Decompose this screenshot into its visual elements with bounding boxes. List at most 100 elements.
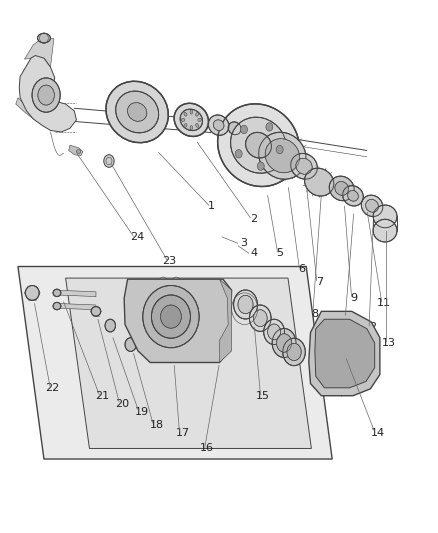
Ellipse shape (228, 122, 240, 135)
Polygon shape (124, 279, 231, 362)
Ellipse shape (286, 343, 300, 361)
Circle shape (240, 125, 247, 134)
Polygon shape (65, 278, 311, 448)
Text: 17: 17 (175, 427, 189, 438)
Ellipse shape (106, 81, 168, 143)
Ellipse shape (38, 85, 54, 105)
Ellipse shape (372, 205, 396, 228)
Text: 9: 9 (350, 293, 357, 303)
Ellipse shape (76, 150, 81, 154)
Ellipse shape (174, 103, 208, 136)
Polygon shape (308, 311, 379, 395)
Text: 20: 20 (115, 399, 129, 409)
Text: 19: 19 (134, 407, 148, 417)
Ellipse shape (290, 154, 317, 179)
Ellipse shape (360, 195, 382, 216)
Ellipse shape (347, 190, 357, 201)
Ellipse shape (304, 168, 333, 196)
Polygon shape (68, 145, 83, 156)
Ellipse shape (180, 109, 202, 131)
Ellipse shape (195, 124, 198, 127)
Ellipse shape (365, 199, 378, 212)
Circle shape (171, 277, 180, 288)
Ellipse shape (190, 126, 192, 130)
Ellipse shape (245, 132, 271, 158)
Ellipse shape (160, 305, 181, 328)
Ellipse shape (372, 219, 396, 242)
Circle shape (159, 277, 167, 288)
Ellipse shape (217, 104, 299, 187)
Text: 3: 3 (239, 238, 246, 248)
Text: 14: 14 (370, 427, 384, 438)
Ellipse shape (295, 158, 311, 174)
Ellipse shape (258, 132, 305, 179)
Ellipse shape (230, 117, 286, 173)
Ellipse shape (190, 110, 192, 114)
Ellipse shape (127, 102, 146, 122)
Text: 11: 11 (376, 298, 390, 309)
Ellipse shape (249, 305, 270, 332)
Ellipse shape (272, 328, 295, 358)
Ellipse shape (198, 118, 201, 122)
Circle shape (219, 290, 226, 298)
Ellipse shape (208, 115, 229, 135)
Polygon shape (57, 303, 96, 310)
Polygon shape (19, 55, 76, 132)
Circle shape (257, 162, 264, 171)
Text: 16: 16 (199, 443, 213, 454)
Text: 24: 24 (130, 232, 144, 243)
Ellipse shape (184, 124, 187, 127)
Text: 15: 15 (255, 391, 269, 401)
Ellipse shape (265, 139, 299, 173)
Ellipse shape (342, 185, 363, 206)
Text: 12: 12 (363, 322, 378, 332)
Text: 5: 5 (276, 248, 283, 259)
Ellipse shape (142, 286, 199, 348)
Polygon shape (314, 319, 374, 388)
Ellipse shape (282, 338, 304, 366)
Ellipse shape (328, 176, 353, 201)
Ellipse shape (37, 34, 50, 43)
Circle shape (265, 123, 272, 131)
Circle shape (125, 338, 136, 351)
Ellipse shape (184, 112, 187, 116)
Ellipse shape (115, 91, 158, 133)
Polygon shape (25, 37, 54, 67)
Circle shape (105, 319, 115, 332)
Text: 23: 23 (162, 256, 177, 266)
Ellipse shape (195, 112, 198, 116)
Polygon shape (219, 279, 231, 362)
Ellipse shape (181, 118, 184, 122)
Polygon shape (57, 290, 96, 296)
Circle shape (276, 146, 283, 154)
Ellipse shape (253, 310, 267, 327)
Text: 6: 6 (298, 264, 305, 274)
Text: 2: 2 (250, 214, 257, 224)
Ellipse shape (267, 324, 280, 340)
Circle shape (103, 155, 114, 167)
Ellipse shape (213, 120, 223, 131)
Ellipse shape (53, 302, 61, 310)
Polygon shape (16, 98, 42, 122)
Ellipse shape (276, 334, 291, 352)
Text: 8: 8 (311, 309, 318, 319)
Text: 7: 7 (315, 277, 322, 287)
Ellipse shape (53, 289, 61, 296)
Text: 13: 13 (381, 338, 395, 348)
Ellipse shape (334, 182, 348, 196)
Text: 18: 18 (149, 419, 163, 430)
Text: 21: 21 (95, 391, 110, 401)
Ellipse shape (25, 286, 39, 300)
Ellipse shape (91, 306, 100, 316)
Polygon shape (18, 266, 332, 459)
Ellipse shape (233, 290, 257, 319)
Ellipse shape (263, 319, 284, 344)
Text: 22: 22 (46, 383, 60, 393)
Text: 1: 1 (207, 201, 214, 211)
Text: 4: 4 (250, 248, 257, 259)
Ellipse shape (237, 295, 253, 314)
Circle shape (235, 150, 242, 158)
Text: 10: 10 (339, 312, 353, 321)
Ellipse shape (151, 295, 190, 338)
Ellipse shape (32, 78, 60, 112)
